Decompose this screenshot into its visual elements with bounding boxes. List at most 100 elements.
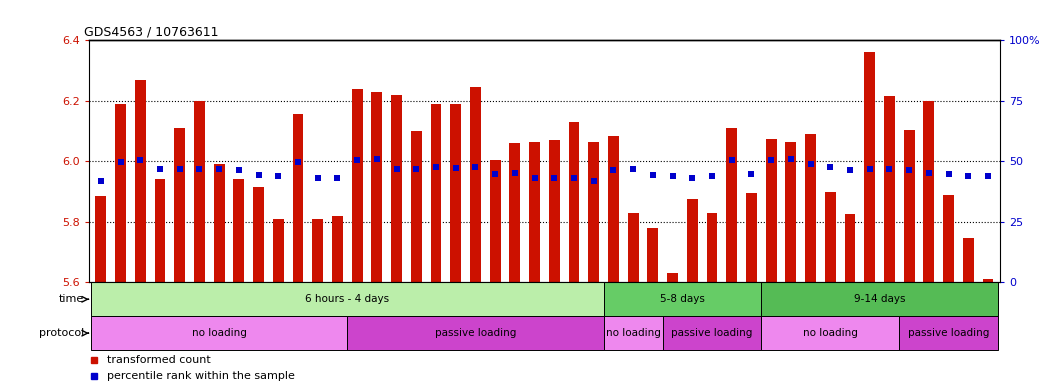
Point xyxy=(980,173,997,179)
Point xyxy=(565,175,582,181)
Bar xyxy=(747,193,757,282)
Point xyxy=(940,170,957,177)
Bar xyxy=(430,104,442,282)
Text: GDS4563 / 10763611: GDS4563 / 10763611 xyxy=(84,25,218,38)
Point xyxy=(920,169,937,175)
Point xyxy=(960,173,977,179)
Bar xyxy=(91,316,348,350)
Bar xyxy=(687,199,697,282)
Bar xyxy=(372,92,382,282)
Point xyxy=(664,174,681,180)
Bar xyxy=(392,95,402,282)
Bar xyxy=(95,196,106,282)
Point xyxy=(329,175,346,181)
Text: 9-14 days: 9-14 days xyxy=(854,294,906,304)
Point xyxy=(802,161,819,167)
Point xyxy=(92,178,109,184)
Bar xyxy=(603,282,761,316)
Point xyxy=(723,157,740,164)
Point xyxy=(230,167,247,174)
Bar xyxy=(253,187,264,282)
Point xyxy=(527,175,543,181)
Bar xyxy=(233,179,244,282)
Bar xyxy=(707,213,717,282)
Bar xyxy=(155,179,165,282)
Point xyxy=(369,156,385,162)
Point xyxy=(862,166,878,172)
Point xyxy=(250,172,267,178)
Point xyxy=(545,175,562,181)
Point xyxy=(191,166,207,172)
Bar xyxy=(983,279,994,282)
Bar xyxy=(785,142,797,282)
Bar xyxy=(470,87,481,282)
Point xyxy=(427,164,444,170)
Point xyxy=(388,166,405,172)
Bar xyxy=(549,140,560,282)
Point xyxy=(152,166,169,172)
Point xyxy=(684,175,700,181)
Bar xyxy=(765,139,777,282)
Bar xyxy=(450,104,461,282)
Point xyxy=(900,167,917,174)
Bar xyxy=(899,316,998,350)
Bar xyxy=(135,79,146,282)
Bar xyxy=(904,129,915,282)
Bar xyxy=(174,128,185,282)
Bar xyxy=(603,316,663,350)
Point xyxy=(467,164,484,170)
Bar xyxy=(332,216,342,282)
Bar xyxy=(569,122,579,282)
Point xyxy=(704,173,720,179)
Bar xyxy=(845,214,855,282)
Bar xyxy=(667,273,678,282)
Text: transformed count: transformed count xyxy=(107,354,210,364)
Point xyxy=(112,159,129,165)
Text: 5-8 days: 5-8 days xyxy=(660,294,705,304)
Point xyxy=(625,166,642,172)
Point xyxy=(270,174,287,180)
Bar xyxy=(194,101,205,282)
Point xyxy=(408,166,425,172)
Bar xyxy=(923,101,934,282)
Bar xyxy=(273,219,284,282)
Point xyxy=(882,166,898,172)
Point xyxy=(645,172,662,178)
Point xyxy=(132,157,149,164)
Point xyxy=(743,170,760,177)
Bar xyxy=(410,131,422,282)
Point xyxy=(210,166,227,172)
Point xyxy=(507,169,524,175)
Point xyxy=(822,164,839,170)
Bar xyxy=(761,282,998,316)
Point xyxy=(782,156,799,162)
Text: passive loading: passive loading xyxy=(671,328,753,338)
Bar xyxy=(510,143,520,282)
Text: protocol: protocol xyxy=(39,328,85,338)
Bar xyxy=(115,104,126,282)
Point xyxy=(309,175,326,181)
Bar xyxy=(628,213,639,282)
Bar xyxy=(292,114,304,282)
Bar xyxy=(761,316,899,350)
Text: percentile rank within the sample: percentile rank within the sample xyxy=(107,371,295,381)
Bar xyxy=(825,192,836,282)
Bar xyxy=(588,142,599,282)
Text: 6 hours - 4 days: 6 hours - 4 days xyxy=(306,294,389,304)
Bar xyxy=(490,160,500,282)
Bar xyxy=(348,316,603,350)
Bar xyxy=(963,238,974,282)
Text: no loading: no loading xyxy=(803,328,857,338)
Point xyxy=(447,165,464,171)
Bar xyxy=(727,128,737,282)
Point xyxy=(290,159,307,165)
Bar xyxy=(312,219,324,282)
Point xyxy=(605,167,622,174)
Bar xyxy=(647,228,659,282)
Point xyxy=(172,166,188,172)
Bar xyxy=(608,136,619,282)
Bar xyxy=(352,89,362,282)
Point xyxy=(487,170,504,177)
Text: no loading: no loading xyxy=(192,328,246,338)
Bar xyxy=(91,282,603,316)
